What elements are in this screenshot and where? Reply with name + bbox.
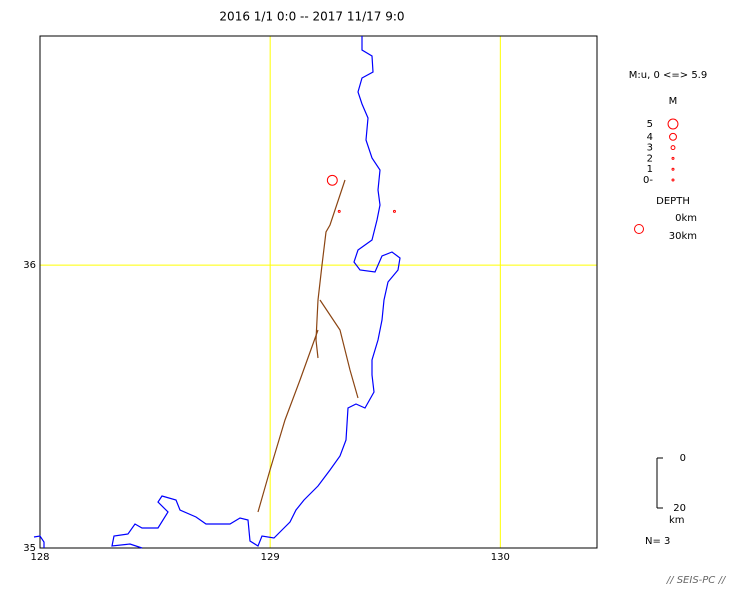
- magnitude-symbol: [671, 178, 675, 182]
- magnitude-label: 4: [647, 132, 653, 143]
- map-area: [33, 36, 401, 549]
- event-count: N= 3: [645, 536, 670, 547]
- magnitude-symbol: [671, 156, 675, 160]
- magnitude-label: 3: [647, 143, 653, 154]
- x-tick-label: 128: [30, 552, 49, 563]
- map-frame: [39, 35, 598, 549]
- magnitude-symbol: [667, 118, 679, 130]
- depth-label: 0km: [675, 213, 697, 224]
- magnitude-symbol: [671, 167, 675, 171]
- y-tick-label: 35: [23, 543, 36, 554]
- earthquake: [326, 174, 338, 186]
- depth-label: 30km: [669, 231, 697, 242]
- x-tick-label: 130: [491, 552, 510, 563]
- magnitude-label: 0-: [643, 175, 653, 186]
- magnitude-label: 1: [647, 164, 653, 175]
- scale-unit: km: [669, 515, 685, 526]
- legend-range: M:u, 0 <=> 5.9: [629, 70, 707, 81]
- fault-line: [315, 179, 346, 359]
- magnitude-label: 2: [647, 153, 653, 164]
- magnitude-label: 5: [647, 119, 653, 130]
- magnitude-symbol: [670, 145, 676, 151]
- fault-line: [257, 329, 319, 513]
- scale-label: 0: [680, 453, 686, 464]
- x-tick-label: 129: [261, 552, 280, 563]
- fault-line: [319, 299, 359, 399]
- earthquake: [337, 209, 341, 213]
- coastline: [33, 535, 45, 548]
- depth-symbol: [634, 224, 644, 234]
- map-title: 2016 1/1 0:0 -- 2017 11/17 9:0: [219, 10, 404, 24]
- depth-title: DEPTH: [656, 196, 690, 207]
- magnitude-symbol: [669, 132, 677, 141]
- scale-label: 20: [673, 503, 686, 514]
- y-tick-label: 36: [23, 260, 36, 271]
- legend-title: M: [669, 96, 678, 107]
- coastline: [111, 36, 401, 549]
- earthquake: [392, 209, 396, 213]
- footer: // SEIS-PC //: [666, 575, 727, 586]
